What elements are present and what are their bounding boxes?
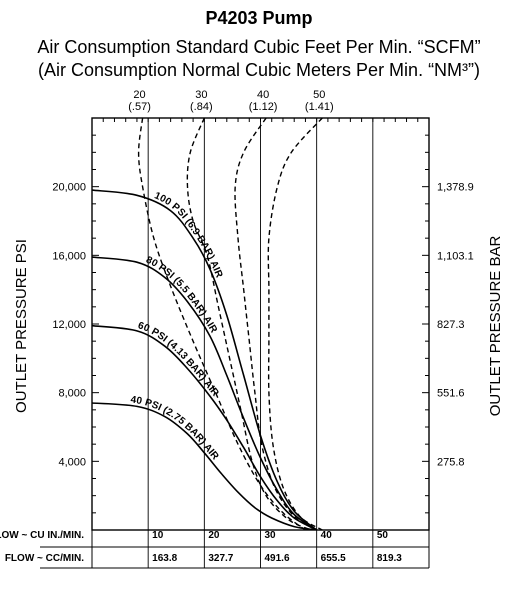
pressure-curve bbox=[92, 256, 318, 530]
y-tick-label: 20,000 bbox=[52, 182, 86, 194]
y-tick-label: 4,000 bbox=[58, 456, 86, 468]
flow-value: 491.6 bbox=[265, 553, 290, 564]
air-consumption-line bbox=[267, 118, 323, 530]
y-tick-label-right: 1,103.1 bbox=[437, 250, 474, 262]
air-consumption-line bbox=[137, 118, 306, 530]
air-consumption-lines bbox=[137, 118, 323, 530]
y-axis-label-right: OUTLET PRESSURE BAR bbox=[487, 236, 504, 417]
air-consumption-line bbox=[186, 118, 312, 530]
air-consumption-line bbox=[234, 118, 318, 530]
air-consumption-label: 50 bbox=[313, 89, 325, 101]
air-consumption-label: 30 bbox=[195, 89, 207, 101]
flow-row-label: FLOW ~ CC/MIN. bbox=[5, 553, 84, 564]
y-tick-label: 12,000 bbox=[52, 319, 86, 331]
y-tick-label-right: 275.8 bbox=[437, 456, 465, 468]
air-consumption-labels: 20(.57) 30(.84) 40(1.12) 50(1.41) bbox=[128, 89, 333, 113]
y-tick-labels-right: 275.8 551.6 827.3 1,103.1 1,378.9 bbox=[437, 182, 474, 469]
flow-value: 50 bbox=[377, 530, 389, 541]
y-tick-label: 16,000 bbox=[52, 250, 86, 262]
y-tick-label-right: 827.3 bbox=[437, 319, 465, 331]
chart-subtitle: Air Consumption Standard Cubic Feet Per … bbox=[37, 37, 481, 57]
flow-value: 20 bbox=[208, 530, 220, 541]
flow-row-label: FLOW ~ CU IN./MIN. bbox=[0, 530, 84, 541]
flow-value: 30 bbox=[265, 530, 277, 541]
air-consumption-sublabel: (.84) bbox=[190, 101, 213, 113]
pressure-curves bbox=[92, 189, 318, 530]
flow-value: 40 bbox=[321, 530, 333, 541]
flow-value: 327.7 bbox=[208, 553, 233, 564]
air-consumption-label: 20 bbox=[133, 89, 145, 101]
vertical-gridlines bbox=[147, 118, 374, 530]
pressure-curve bbox=[92, 189, 318, 530]
flow-value: 10 bbox=[152, 530, 164, 541]
flow-value: 163.8 bbox=[152, 553, 177, 564]
y-axis-label: OUTLET PRESSURE PSI bbox=[13, 239, 30, 413]
y-tick-label-right: 551.6 bbox=[437, 388, 465, 400]
pressure-curve bbox=[92, 402, 317, 530]
flow-value: 655.5 bbox=[321, 553, 346, 564]
flow-table: FLOW ~ CU IN./MIN. 10 20 30 40 50 FLOW ~ CC/MI… bbox=[0, 530, 430, 569]
air-consumption-label: 40 bbox=[257, 89, 269, 101]
y-tick-labels: 4,000 8,000 12,000 16,000 20,000 bbox=[52, 182, 86, 469]
chart-title: P4203 Pump bbox=[205, 8, 313, 28]
air-consumption-sublabel: (1.41) bbox=[305, 101, 334, 113]
chart-subtitle-metric: (Air Consumption Normal Cubic Meters Per… bbox=[37, 60, 481, 80]
air-consumption-sublabel: (1.12) bbox=[249, 101, 278, 113]
pressure-curve bbox=[92, 324, 318, 530]
pressure-curve-label: 40 PSI (2.75 BAR) AIR bbox=[130, 394, 221, 462]
axis-ticks bbox=[92, 118, 429, 514]
y-tick-label: 8,000 bbox=[58, 388, 86, 400]
flow-value: 819.3 bbox=[377, 553, 402, 564]
y-tick-label-right: 1,378.9 bbox=[437, 182, 474, 194]
air-consumption-sublabel: (.57) bbox=[128, 101, 151, 113]
